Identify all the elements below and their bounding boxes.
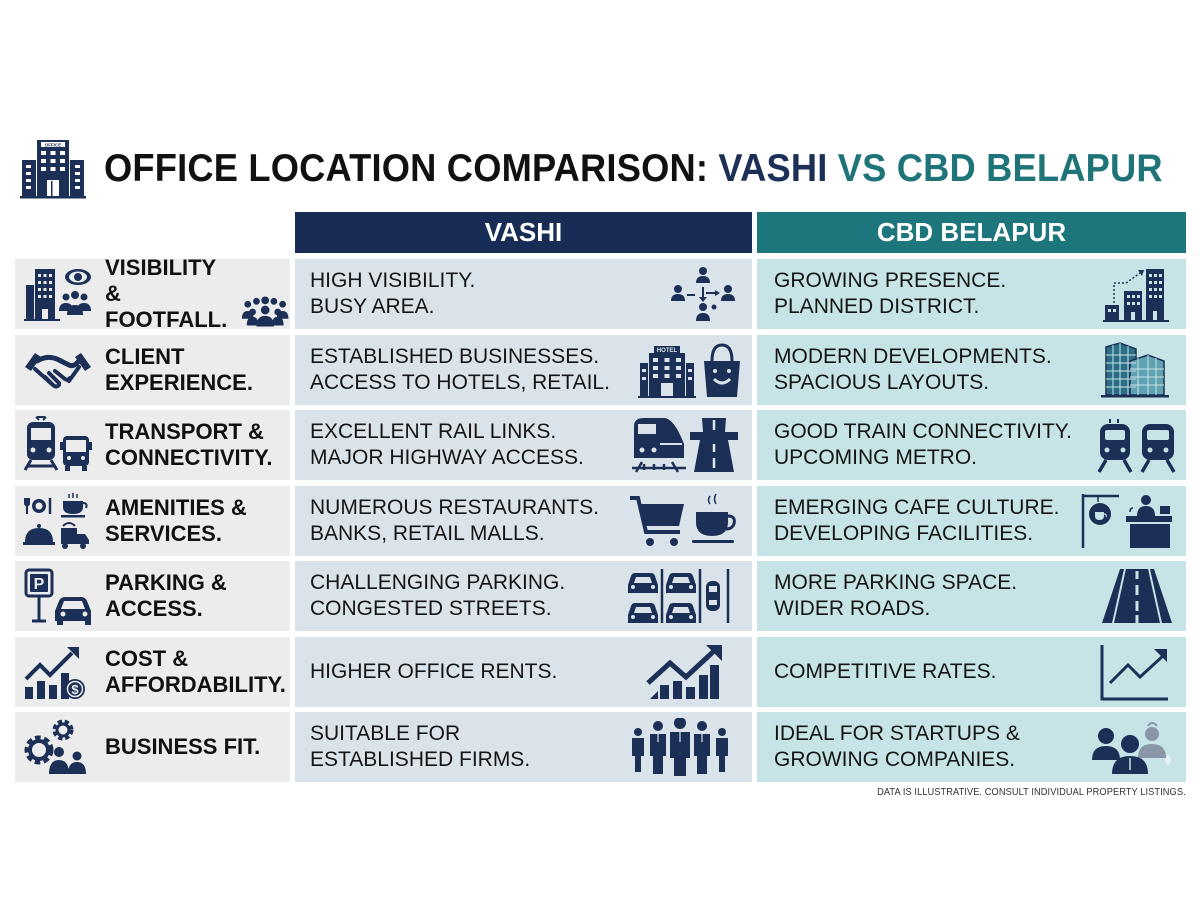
vashi-description: EXCELLENT RAIL LINKS. MAJOR HIGHWAY ACCE…: [310, 420, 584, 469]
title-vashi: VASHI: [718, 147, 828, 190]
cost-chart-dollar-icon: $: [24, 647, 85, 699]
glass-buildings-icon: [1101, 342, 1169, 398]
vashi-description: HIGH VISIBILITY. BUSY AREA.: [310, 269, 476, 318]
row-label-cell: AMENITIES & SERVICES.: [15, 486, 290, 556]
vashi-description: CHALLENGING PARKING. CONGESTED STREETS.: [310, 571, 566, 620]
crowd-icon: [241, 296, 289, 327]
people-network-icon: [671, 267, 735, 321]
cbd-description: COMPETITIVE RATES.: [774, 660, 997, 683]
business-team-icon: [632, 718, 728, 776]
parking-sign-car-icon: P: [24, 568, 91, 625]
dining-coffee-delivery-icon: [23, 493, 89, 549]
vashi-description: NUMEROUS RESTAURANTS. BANKS, RETAIL MALL…: [310, 496, 599, 545]
row-label-cell: BUSINESS FIT.: [15, 712, 290, 782]
column-header-cbd-belapur: CBD BELAPUR: [757, 212, 1186, 253]
row-label-cell: P PARKING & ACCESS.: [15, 561, 290, 631]
cbd-description: MORE PARKING SPACE. WIDER ROADS.: [774, 571, 1018, 620]
cbd-description: EMERGING CAFE CULTURE. DEVELOPING FACILI…: [774, 496, 1060, 545]
cart-coffee-icon: [630, 493, 736, 546]
cbd-description: GROWING PRESENCE. PLANNED DISTRICT.: [774, 269, 1007, 318]
comparison-row-visibility: VISIBILITY & FOOTFALL. HIGH VISIBILITY. …: [15, 255, 1186, 332]
vashi-cell: HIGHER OFFICE RENTS.: [295, 637, 752, 707]
growing-buildings-icon: [1103, 269, 1169, 322]
vashi-cell: CHALLENGING PARKING. CONGESTED STREETS.: [295, 561, 752, 631]
comparison-row-client-experience: CLIENT EXPERIENCE. ESTABLISHED BUSINESSE…: [15, 335, 1186, 405]
column-header-vashi: VASHI: [295, 212, 752, 253]
cbd-cell: EMERGING CAFE CULTURE. DEVELOPING FACILI…: [757, 486, 1186, 556]
row-label: COST & AFFORDABILITY.: [105, 646, 286, 697]
cbd-cell: GROWING PRESENCE. PLANNED DISTRICT.: [757, 259, 1186, 329]
cafe-sign-reception-icon: [1081, 494, 1172, 548]
cbd-cell: IDEAL FOR STARTUPS & GROWING COMPANIES.: [757, 712, 1186, 782]
comparison-row-parking: P PARKING & ACCESS. CHALLENGING PARKING.…: [15, 561, 1186, 631]
row-label: VISIBILITY & FOOTFALL.: [105, 255, 228, 332]
cbd-cell: MODERN DEVELOPMENTS. SPACIOUS LAYOUTS.: [757, 335, 1186, 405]
cbd-description: MODERN DEVELOPMENTS. SPACIOUS LAYOUTS.: [774, 345, 1052, 394]
office-building-icon: OFFICE: [20, 140, 86, 199]
row-label-cell: VISIBILITY & FOOTFALL.: [15, 255, 290, 332]
train-highway-icon: [632, 418, 738, 473]
svg-text:$: $: [71, 682, 79, 697]
row-label: BUSINESS FIT.: [105, 734, 261, 759]
row-label: AMENITIES & SERVICES.: [105, 495, 247, 546]
row-label-cell: $ COST & AFFORDABILITY.: [15, 637, 290, 707]
row-label: TRANSPORT & CONNECTIVITY.: [105, 419, 273, 470]
vashi-description: HIGHER OFFICE RENTS.: [310, 660, 558, 683]
vashi-cell: NUMEROUS RESTAURANTS. BANKS, RETAIL MALL…: [295, 486, 752, 556]
vashi-cell: HIGH VISIBILITY. BUSY AREA.: [295, 259, 752, 329]
handshake-icon: [25, 353, 91, 389]
svg-text:P: P: [34, 576, 45, 593]
comparison-row-business-fit: BUSINESS FIT. SUITABLE FOR ESTABLISHED F…: [15, 712, 1186, 782]
title-cbd: VS CBD BELAPUR: [827, 147, 1163, 190]
title-prefix: OFFICE LOCATION COMPARISON:: [104, 147, 719, 190]
hotel-shopping-bag-icon: HOTEL: [638, 343, 740, 398]
row-label-cell: CLIENT EXPERIENCE.: [15, 335, 290, 405]
two-trains-icon: [1097, 419, 1176, 473]
vashi-description: ESTABLISHED BUSINESSES. ACCESS TO HOTELS…: [310, 345, 610, 394]
footnote-disclaimer: DATA IS ILLUSTRATIVE. CONSULT INDIVIDUAL…: [877, 786, 1186, 798]
rising-bar-chart-icon: [646, 645, 722, 699]
train-bus-icon: [23, 416, 92, 471]
wide-road-icon: [1102, 569, 1172, 623]
cbd-cell: MORE PARKING SPACE. WIDER ROADS.: [757, 561, 1186, 631]
title-row: OFFICE OFFICE LOCATION COMPARISON: VASHI…: [20, 138, 1200, 200]
vashi-cell: SUITABLE FOR ESTABLISHED FIRMS.: [295, 712, 752, 782]
cbd-description: IDEAL FOR STARTUPS & GROWING COMPANIES.: [774, 722, 1020, 771]
row-label-cell: TRANSPORT & CONNECTIVITY.: [15, 410, 290, 480]
vashi-cell: ESTABLISHED BUSINESSES. ACCESS TO HOTELS…: [295, 335, 752, 405]
crowded-parking-icon: [628, 569, 730, 623]
startup-team-icon: [1092, 722, 1171, 774]
cbd-description: GOOD TRAIN CONNECTIVITY. UPCOMING METRO.: [774, 420, 1072, 469]
row-label: PARKING & ACCESS.: [105, 570, 227, 621]
vashi-cell: EXCELLENT RAIL LINKS. MAJOR HIGHWAY ACCE…: [295, 410, 752, 480]
gears-people-icon: [24, 719, 86, 774]
row-label: CLIENT EXPERIENCE.: [105, 344, 253, 395]
page-title: OFFICE LOCATION COMPARISON: VASHI VS CBD…: [104, 147, 1163, 191]
vashi-description: SUITABLE FOR ESTABLISHED FIRMS.: [310, 722, 531, 771]
building-eye-people-icon: [24, 269, 91, 321]
comparison-row-amenities: AMENITIES & SERVICES. NUMEROUS RESTAURAN…: [15, 486, 1186, 556]
cbd-cell: GOOD TRAIN CONNECTIVITY. UPCOMING METRO.: [757, 410, 1186, 480]
cbd-cell: COMPETITIVE RATES.: [757, 637, 1186, 707]
line-chart-icon: [1100, 645, 1168, 701]
comparison-row-transport: TRANSPORT & CONNECTIVITY. EXCELLENT RAIL…: [15, 410, 1186, 480]
comparison-row-cost: $ COST & AFFORDABILITY. HIGHER OFFICE RE…: [15, 637, 1186, 707]
svg-text:OFFICE: OFFICE: [45, 142, 62, 147]
svg-text:HOTEL: HOTEL: [657, 348, 678, 354]
